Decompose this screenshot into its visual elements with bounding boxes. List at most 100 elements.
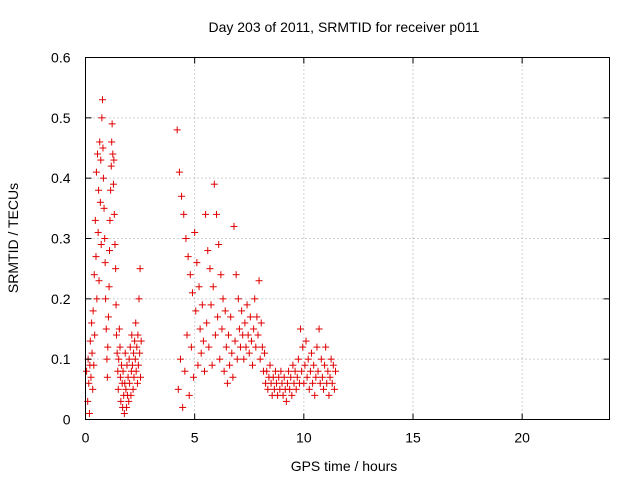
data-point bbox=[313, 343, 321, 351]
data-point bbox=[116, 373, 124, 381]
data-point bbox=[214, 313, 222, 321]
data-point bbox=[196, 325, 204, 333]
data-point bbox=[211, 331, 219, 339]
data-point bbox=[99, 174, 107, 182]
data-point bbox=[309, 379, 317, 387]
data-point bbox=[99, 144, 107, 152]
data-point bbox=[223, 379, 231, 387]
data-point bbox=[235, 325, 243, 333]
x-tick-label: 15 bbox=[405, 430, 421, 446]
data-point bbox=[89, 307, 97, 315]
data-point bbox=[258, 343, 266, 351]
data-point bbox=[241, 319, 249, 327]
data-point bbox=[227, 313, 235, 321]
data-point bbox=[314, 367, 322, 375]
data-point bbox=[300, 379, 308, 387]
data-point bbox=[232, 271, 240, 279]
data-point bbox=[88, 349, 96, 357]
data-point bbox=[130, 373, 138, 381]
data-point bbox=[176, 355, 184, 363]
x-tick-label: 10 bbox=[296, 430, 312, 446]
data-point bbox=[136, 349, 144, 357]
grid bbox=[85, 57, 610, 420]
data-point bbox=[116, 343, 124, 351]
data-point bbox=[266, 361, 274, 369]
data-point bbox=[96, 138, 104, 146]
data-point bbox=[209, 283, 217, 291]
data-point bbox=[198, 301, 206, 309]
data-point bbox=[85, 379, 93, 387]
data-point bbox=[175, 168, 183, 176]
data-point bbox=[97, 156, 105, 164]
data-point bbox=[225, 331, 233, 339]
data-point bbox=[87, 373, 95, 381]
data-point bbox=[107, 186, 115, 194]
data-point bbox=[285, 367, 293, 375]
data-point bbox=[311, 391, 319, 399]
data-point bbox=[331, 367, 339, 375]
data-point bbox=[182, 235, 190, 242]
data-point bbox=[115, 325, 123, 333]
data-point bbox=[289, 361, 297, 369]
data-point bbox=[90, 271, 98, 279]
data-point bbox=[136, 265, 144, 273]
data-point bbox=[240, 355, 248, 363]
data-point bbox=[108, 138, 116, 146]
data-point bbox=[243, 301, 251, 309]
data-point bbox=[242, 343, 250, 351]
data-point bbox=[103, 373, 111, 381]
data-point bbox=[291, 367, 299, 375]
data-point bbox=[234, 295, 242, 303]
data-point bbox=[105, 283, 113, 291]
data-point bbox=[113, 331, 121, 339]
data-point bbox=[298, 367, 306, 375]
data-point bbox=[126, 343, 134, 351]
data-point bbox=[91, 331, 99, 339]
data-point bbox=[120, 409, 128, 417]
data-point bbox=[112, 301, 120, 309]
data-point bbox=[99, 96, 107, 104]
data-point bbox=[180, 210, 188, 218]
data-point bbox=[121, 349, 129, 357]
data-point bbox=[132, 367, 140, 375]
data-point bbox=[112, 265, 120, 273]
data-point bbox=[111, 241, 119, 249]
data-point bbox=[109, 150, 117, 158]
data-point bbox=[325, 391, 333, 399]
data-point bbox=[219, 295, 227, 303]
data-point bbox=[326, 373, 334, 381]
data-point bbox=[89, 385, 97, 393]
data-point bbox=[113, 349, 121, 357]
data-point bbox=[304, 355, 312, 363]
data-point bbox=[179, 403, 187, 411]
x-tick-label: 5 bbox=[191, 430, 199, 446]
x-tick-label: 20 bbox=[514, 430, 530, 446]
data-point bbox=[131, 337, 139, 345]
data-point bbox=[312, 373, 320, 381]
data-point bbox=[137, 373, 145, 381]
data-point bbox=[217, 271, 225, 279]
data-point bbox=[199, 337, 207, 345]
data-point bbox=[215, 241, 223, 249]
data-point bbox=[102, 295, 110, 303]
data-point bbox=[132, 319, 140, 327]
data-point bbox=[110, 156, 118, 164]
data-point bbox=[230, 222, 238, 230]
x-axis-label: GPS time / hours bbox=[291, 458, 398, 474]
data-point bbox=[125, 355, 133, 363]
data-point bbox=[206, 265, 214, 273]
data-point bbox=[186, 271, 194, 279]
data-point bbox=[220, 367, 228, 375]
data-point bbox=[97, 241, 105, 249]
data-point bbox=[193, 259, 201, 267]
data-point bbox=[83, 367, 91, 375]
y-tick-label: 0.4 bbox=[51, 170, 71, 186]
data-point bbox=[96, 198, 104, 206]
data-point bbox=[88, 319, 96, 327]
data-point bbox=[106, 247, 114, 255]
data-points bbox=[83, 96, 339, 417]
data-point bbox=[208, 361, 216, 369]
data-point bbox=[134, 361, 142, 369]
data-point bbox=[222, 343, 230, 351]
